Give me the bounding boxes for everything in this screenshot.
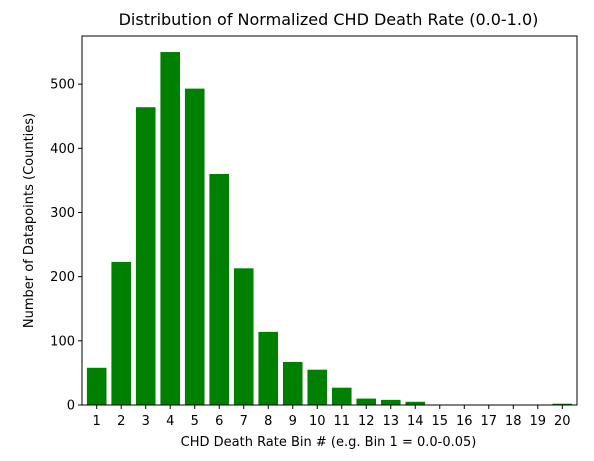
bar-bin-9 bbox=[282, 362, 303, 405]
bar-bin-20 bbox=[552, 403, 573, 405]
y-tick-label-200: 200 bbox=[50, 270, 75, 285]
x-tick-label-20: 20 bbox=[554, 414, 571, 429]
x-tick-label-1: 1 bbox=[93, 414, 101, 429]
bar-bin-5 bbox=[184, 88, 205, 406]
x-tick-label-8: 8 bbox=[264, 414, 272, 429]
y-tick-label-400: 400 bbox=[50, 142, 75, 157]
x-tick-label-5: 5 bbox=[191, 414, 199, 429]
x-tick-label-2: 2 bbox=[117, 414, 125, 429]
bars-group bbox=[86, 52, 573, 406]
x-tick-label-18: 18 bbox=[505, 414, 522, 429]
bar-bin-10 bbox=[307, 369, 328, 405]
x-tick-label-12: 12 bbox=[358, 414, 375, 429]
y-tick-label-500: 500 bbox=[50, 78, 75, 93]
x-tick-label-4: 4 bbox=[166, 414, 174, 429]
plot-frame bbox=[81, 35, 578, 406]
x-tick-label-15: 15 bbox=[431, 414, 448, 429]
bar-bin-6 bbox=[209, 173, 230, 405]
x-tick-label-19: 19 bbox=[530, 414, 547, 429]
x-tick-label-13: 13 bbox=[382, 414, 399, 429]
x-tick-label-7: 7 bbox=[240, 414, 248, 429]
bar-bin-12 bbox=[356, 398, 377, 405]
y-tick-label-100: 100 bbox=[50, 334, 75, 349]
x-tick-label-9: 9 bbox=[289, 414, 297, 429]
x-axis-title: CHD Death Rate Bin # (e.g. Bin 1 = 0.0-0… bbox=[181, 435, 477, 450]
bar-bin-7 bbox=[233, 268, 254, 405]
x-tick-label-10: 10 bbox=[309, 414, 326, 429]
bar-bin-13 bbox=[380, 399, 401, 405]
bar-bin-11 bbox=[331, 387, 352, 405]
bar-bin-2 bbox=[111, 261, 132, 405]
x-tick-label-11: 11 bbox=[333, 414, 350, 429]
bar-bin-8 bbox=[258, 331, 279, 405]
x-tick-label-17: 17 bbox=[481, 414, 498, 429]
y-tick-label-0: 0 bbox=[67, 399, 75, 414]
bar-bin-14 bbox=[405, 401, 426, 405]
x-tick-label-14: 14 bbox=[407, 414, 424, 429]
y-axis: 0 100 200 300 400 500 bbox=[50, 78, 82, 414]
x-tick-label-3: 3 bbox=[142, 414, 150, 429]
y-tick-label-300: 300 bbox=[50, 206, 75, 221]
bar-bin-1 bbox=[86, 367, 107, 405]
x-tick-label-6: 6 bbox=[215, 414, 223, 429]
chart-title: Distribution of Normalized CHD Death Rat… bbox=[119, 10, 539, 29]
x-axis: 1 2 3 4 5 6 7 8 9 10 11 12 13 14 15 16 17 18 19 20 bbox=[93, 405, 571, 429]
y-axis-title: Number of Datapoints (Counties) bbox=[22, 113, 37, 328]
bar-bin-3 bbox=[135, 107, 156, 405]
bar-bin-4 bbox=[160, 52, 181, 405]
x-tick-label-16: 16 bbox=[456, 414, 473, 429]
